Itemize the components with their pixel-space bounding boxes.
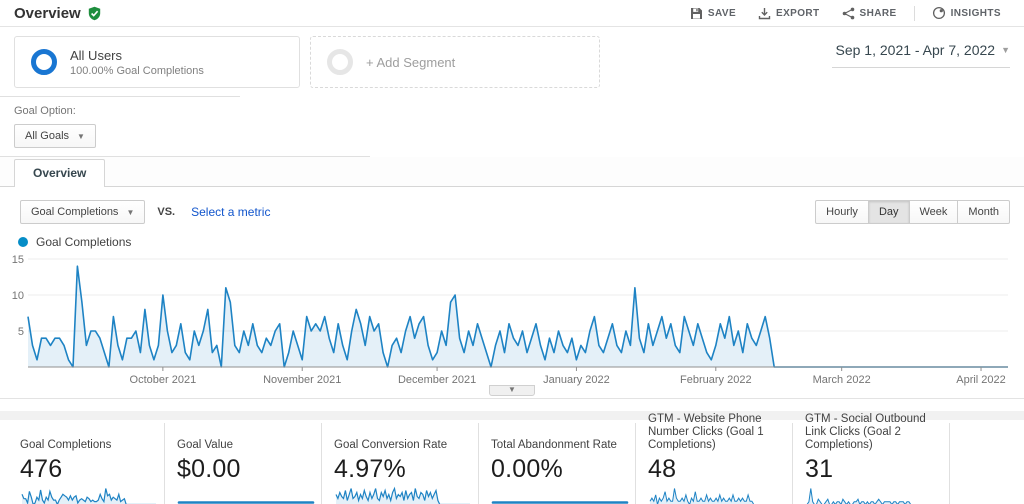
metric-cards-row: Goal Completions 476 Goal Value $0.00 Goal C… <box>0 413 1024 504</box>
background-band <box>0 411 1024 420</box>
granularity-week-button[interactable]: Week <box>909 200 959 224</box>
metric-card-value: 476 <box>20 455 63 483</box>
metric-card[interactable]: Goal Value $0.00 <box>165 423 322 504</box>
svg-text:November 2021: November 2021 <box>263 374 341 386</box>
metric-card-title: GTM - Social Outbound Link Clicks (Goal … <box>805 413 926 451</box>
header-actions: SAVE EXPORT SHARE INSIGHTS <box>681 2 1010 24</box>
goal-completions-line-chart: 5 10 15 October 2021 November 2021 December 2… <box>12 254 1008 386</box>
segment-all-users[interactable]: All Users 100.00% Goal Completions <box>14 36 300 88</box>
insights-icon <box>932 6 946 20</box>
metric-card[interactable]: Goal Completions 476 <box>8 423 165 504</box>
svg-text:February 2022: February 2022 <box>680 374 752 386</box>
section-divider <box>0 398 1024 399</box>
collapse-chart-handle[interactable]: ▼ <box>489 385 535 396</box>
save-button[interactable]: SAVE <box>681 3 745 24</box>
legend-label: Goal Completions <box>36 235 132 249</box>
metric-card-sparkline <box>177 501 315 504</box>
verified-shield-icon <box>87 6 102 21</box>
export-icon <box>758 7 771 20</box>
report-header: Overview SAVE EXPORT SHARE <box>0 0 1024 27</box>
metric-card-sparkline <box>335 486 470 504</box>
segments-section: All Users 100.00% Goal Completions + Add… <box>0 27 1024 97</box>
svg-text:5: 5 <box>18 326 24 338</box>
segment-subtitle: 100.00% Goal Completions <box>70 64 204 77</box>
metric-toolbar: Goal Completions ▼ VS. Select a metric H… <box>0 187 1024 225</box>
page-title: Overview <box>14 4 81 22</box>
metric-card-value: 48 <box>648 455 677 483</box>
svg-text:March 2022: March 2022 <box>813 374 871 386</box>
svg-text:April 2022: April 2022 <box>956 374 1006 386</box>
goal-option-section: Goal Option: All Goals ▼ <box>0 97 1024 157</box>
segment-title: All Users <box>70 47 123 63</box>
metric-card-sparkline <box>491 501 629 504</box>
granularity-day-button[interactable]: Day <box>868 200 910 224</box>
toolbar-divider <box>913 5 915 21</box>
chevron-down-icon: ▼ <box>77 131 85 141</box>
metric-card-value: 0.00% <box>491 455 563 483</box>
timeseries-chart[interactable]: 5 10 15 October 2021 November 2021 December 2… <box>0 249 1024 386</box>
select-metric-link[interactable]: Select a metric <box>191 205 271 219</box>
granularity-button-group: Hourly Day Week Month <box>815 200 1010 224</box>
date-range-picker[interactable]: Sep 1, 2021 - Apr 7, 2022 ▼ <box>831 40 1010 68</box>
svg-text:January 2022: January 2022 <box>543 374 610 386</box>
legend-dot-icon <box>18 237 28 247</box>
share-button[interactable]: SHARE <box>833 3 906 24</box>
date-range-value: Sep 1, 2021 - Apr 7, 2022 <box>835 42 996 58</box>
metric-card[interactable]: GTM - Website Phone Number Clicks (Goal … <box>636 413 793 504</box>
metric-card[interactable]: Total Abandonment Rate 0.00% <box>479 423 636 504</box>
metric-card[interactable]: GTM - Social Outbound Link Clicks (Goal … <box>793 413 950 504</box>
metric-card-title: Total Abandonment Rate <box>491 439 617 451</box>
svg-text:10: 10 <box>12 290 24 302</box>
save-icon <box>690 7 703 20</box>
metric-card-sparkline <box>806 488 941 504</box>
metric-card-sparkline <box>21 488 156 504</box>
chart-panel: Goal Completions ▼ VS. Select a metric H… <box>0 187 1024 399</box>
share-icon <box>842 7 855 20</box>
add-segment-ring-icon <box>327 49 353 75</box>
chart-legend: Goal Completions <box>0 225 1024 249</box>
goal-option-dropdown[interactable]: All Goals ▼ <box>14 124 96 148</box>
metric-card-title: Goal Completions <box>20 439 112 451</box>
tab-strip: Overview <box>0 157 1024 187</box>
svg-text:December 2021: December 2021 <box>398 374 476 386</box>
metric-card[interactable]: Goal Conversion Rate 4.97% <box>322 423 479 504</box>
svg-text:October 2021: October 2021 <box>130 374 197 386</box>
add-segment-label: + Add Segment <box>366 54 456 70</box>
metric-card-title: GTM - Website Phone Number Clicks (Goal … <box>648 413 764 451</box>
tab-overview[interactable]: Overview <box>14 159 106 187</box>
metric-card-sparkline <box>649 488 784 504</box>
metric-card-value: 31 <box>805 455 834 483</box>
vs-label: VS. <box>157 206 176 218</box>
add-segment-button[interactable]: + Add Segment <box>310 36 600 88</box>
metric-card-title: Goal Value <box>177 439 234 451</box>
svg-text:15: 15 <box>12 254 24 266</box>
metric-card-value: 4.97% <box>334 455 406 483</box>
granularity-hourly-button[interactable]: Hourly <box>815 200 869 224</box>
granularity-month-button[interactable]: Month <box>958 200 1010 224</box>
chevron-down-icon: ▼ <box>126 207 135 217</box>
goal-option-label: Goal Option: <box>14 105 76 117</box>
metric-card-value: $0.00 <box>177 455 241 483</box>
date-caret-icon: ▼ <box>1001 45 1010 55</box>
export-button[interactable]: EXPORT <box>749 3 829 24</box>
metric-card-title: Goal Conversion Rate <box>334 439 448 451</box>
insights-button[interactable]: INSIGHTS <box>923 2 1010 24</box>
segment-ring-icon <box>31 49 57 75</box>
metric-dropdown[interactable]: Goal Completions ▼ <box>20 200 146 224</box>
